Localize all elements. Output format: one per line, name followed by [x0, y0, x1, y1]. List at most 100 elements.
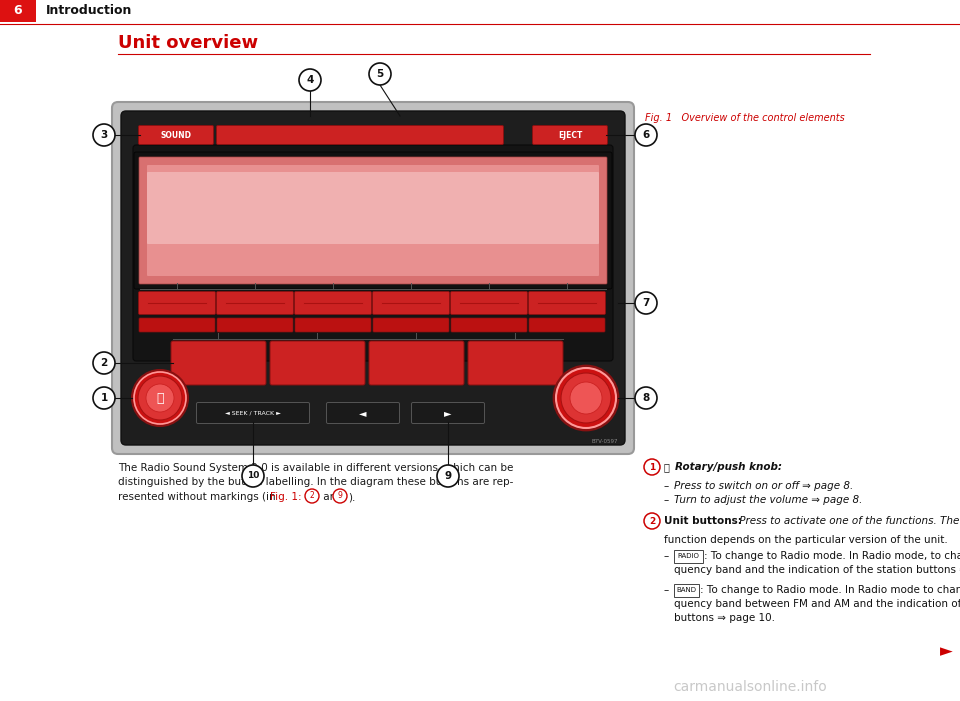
FancyBboxPatch shape: [295, 292, 372, 315]
Text: resented without markings (in: resented without markings (in: [118, 492, 278, 502]
FancyBboxPatch shape: [674, 550, 703, 562]
Text: SOUND: SOUND: [160, 130, 191, 139]
Text: RADIO: RADIO: [677, 553, 699, 559]
FancyBboxPatch shape: [529, 318, 605, 332]
Circle shape: [570, 382, 602, 414]
Text: Fig. 1   Overview of the control elements: Fig. 1 Overview of the control elements: [645, 113, 845, 123]
Text: 1: 1: [101, 393, 108, 403]
Text: Press to switch on or off ⇒ page 8.: Press to switch on or off ⇒ page 8.: [674, 481, 853, 491]
Text: 2: 2: [649, 517, 655, 526]
Text: 8: 8: [642, 393, 650, 403]
FancyBboxPatch shape: [295, 318, 371, 332]
Text: quency band and the indication of the station buttons ⇒ page 10.: quency band and the indication of the st…: [674, 565, 960, 575]
FancyBboxPatch shape: [139, 318, 215, 332]
Text: Fig. 1:: Fig. 1:: [270, 492, 301, 502]
Text: buttons ⇒ page 10.: buttons ⇒ page 10.: [674, 613, 775, 623]
Text: Unit buttons:: Unit buttons:: [664, 516, 742, 526]
Circle shape: [138, 376, 182, 420]
Text: carmanualsonline.info: carmanualsonline.info: [673, 680, 827, 694]
FancyBboxPatch shape: [217, 292, 294, 315]
Text: 3: 3: [101, 130, 108, 140]
FancyBboxPatch shape: [133, 145, 613, 361]
FancyBboxPatch shape: [450, 292, 527, 315]
Circle shape: [561, 373, 611, 423]
Circle shape: [93, 352, 115, 374]
Text: B7V-0597: B7V-0597: [591, 439, 618, 444]
Circle shape: [333, 489, 347, 503]
Text: function depends on the particular version of the unit.: function depends on the particular versi…: [664, 535, 948, 545]
Text: quency band between FM and AM and the indication of the station: quency band between FM and AM and the in…: [674, 599, 960, 609]
FancyBboxPatch shape: [372, 292, 449, 315]
FancyBboxPatch shape: [0, 0, 36, 22]
Circle shape: [132, 370, 188, 426]
FancyBboxPatch shape: [217, 125, 503, 144]
Circle shape: [554, 366, 618, 430]
Circle shape: [146, 384, 174, 412]
Circle shape: [437, 465, 459, 487]
FancyBboxPatch shape: [147, 165, 599, 276]
Text: –: –: [664, 495, 669, 505]
Circle shape: [93, 387, 115, 409]
Text: Press to activate one of the functions. The labelling and: Press to activate one of the functions. …: [736, 516, 960, 526]
Circle shape: [369, 63, 391, 85]
Text: : To change to Radio mode. In Radio mode, to change the fre-: : To change to Radio mode. In Radio mode…: [704, 551, 960, 561]
Circle shape: [305, 489, 319, 503]
FancyBboxPatch shape: [134, 152, 612, 289]
FancyBboxPatch shape: [197, 402, 309, 423]
Text: Unit overview: Unit overview: [118, 34, 258, 52]
Text: 5: 5: [376, 69, 384, 79]
Text: 9: 9: [338, 491, 343, 501]
Text: 2: 2: [101, 358, 108, 368]
FancyBboxPatch shape: [373, 318, 449, 332]
Text: 6: 6: [642, 130, 650, 140]
Text: Introduction: Introduction: [46, 4, 132, 18]
Circle shape: [299, 69, 321, 91]
FancyBboxPatch shape: [326, 402, 399, 423]
Text: ◄: ◄: [359, 408, 367, 418]
Text: –: –: [664, 585, 669, 595]
Circle shape: [635, 292, 657, 314]
FancyBboxPatch shape: [171, 341, 266, 385]
FancyBboxPatch shape: [217, 318, 293, 332]
FancyBboxPatch shape: [138, 125, 213, 144]
Text: 10: 10: [247, 472, 259, 480]
Circle shape: [635, 124, 657, 146]
Text: ◄ SEEK / TRACK ►: ◄ SEEK / TRACK ►: [225, 411, 281, 416]
FancyBboxPatch shape: [533, 125, 608, 144]
Text: Rotary/push knob:: Rotary/push knob:: [675, 462, 782, 472]
FancyBboxPatch shape: [147, 172, 599, 244]
Text: ⏻: ⏻: [156, 391, 164, 404]
Text: BAND: BAND: [676, 587, 696, 593]
Text: 9: 9: [444, 471, 451, 481]
FancyBboxPatch shape: [121, 111, 625, 445]
Text: ⏻: ⏻: [664, 462, 670, 472]
Text: EJECT: EJECT: [558, 130, 582, 139]
FancyBboxPatch shape: [138, 292, 215, 315]
Text: ►: ►: [940, 642, 952, 660]
FancyBboxPatch shape: [529, 292, 606, 315]
FancyBboxPatch shape: [270, 341, 365, 385]
Text: Turn to adjust the volume ⇒ page 8.: Turn to adjust the volume ⇒ page 8.: [674, 495, 862, 505]
Text: The Radio Sound System 2.0 is available in different versions, which can be
dist: The Radio Sound System 2.0 is available …: [118, 463, 514, 487]
Text: 7: 7: [642, 298, 650, 308]
FancyBboxPatch shape: [451, 318, 527, 332]
Text: –: –: [664, 551, 669, 561]
Text: ).: ).: [348, 492, 355, 502]
Circle shape: [242, 465, 264, 487]
Text: : To change to Radio mode. In Radio mode to change the fre-: : To change to Radio mode. In Radio mode…: [700, 585, 960, 595]
FancyBboxPatch shape: [369, 341, 464, 385]
Text: and: and: [320, 492, 347, 502]
FancyBboxPatch shape: [674, 583, 699, 597]
Circle shape: [93, 124, 115, 146]
Text: 4: 4: [306, 75, 314, 85]
FancyBboxPatch shape: [112, 102, 634, 454]
Text: 2: 2: [310, 491, 314, 501]
FancyBboxPatch shape: [412, 402, 485, 423]
FancyBboxPatch shape: [468, 341, 563, 385]
Text: 1: 1: [649, 463, 655, 472]
Circle shape: [644, 513, 660, 529]
Circle shape: [644, 459, 660, 475]
Text: 6: 6: [13, 4, 22, 18]
Text: ►: ►: [444, 408, 452, 418]
FancyBboxPatch shape: [139, 157, 607, 284]
